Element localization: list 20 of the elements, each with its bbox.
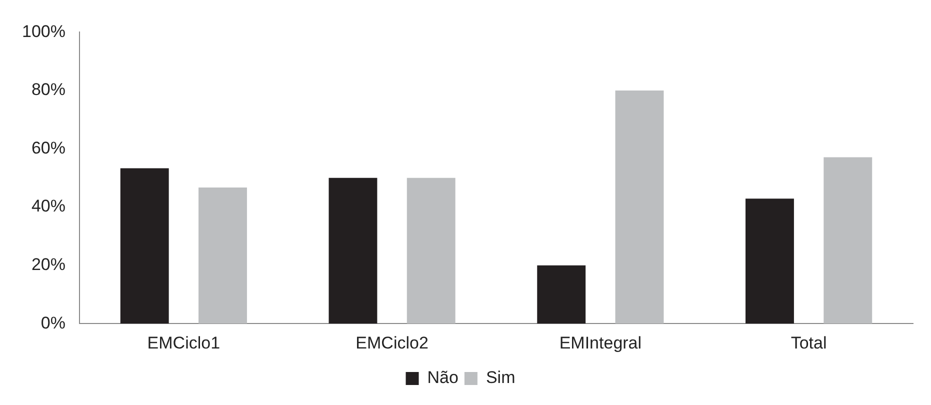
bar: [406, 178, 456, 324]
y-tick-label: 100%: [22, 22, 66, 41]
y-tick-label: 20%: [31, 255, 66, 274]
y-tick-label: 40%: [31, 196, 66, 216]
x-tick-label: EMCiclo2: [356, 333, 428, 352]
x-tick-label: EMCiclo1: [147, 333, 220, 352]
bar: [615, 90, 664, 324]
x-tick-label: EMIntegral: [559, 333, 642, 352]
legend-label: Não: [427, 368, 458, 388]
legend-label: Sim: [486, 368, 516, 388]
y-tick-label: 0%: [40, 313, 66, 332]
bar: [824, 157, 872, 324]
y-tick-label: 60%: [31, 138, 66, 158]
bar: [328, 178, 378, 324]
bar: [537, 265, 586, 324]
x-tick-label: Total: [790, 333, 827, 352]
bar: [198, 188, 247, 324]
bar: [746, 198, 794, 324]
bar: [120, 168, 169, 324]
y-tick-label: 80%: [31, 80, 66, 100]
